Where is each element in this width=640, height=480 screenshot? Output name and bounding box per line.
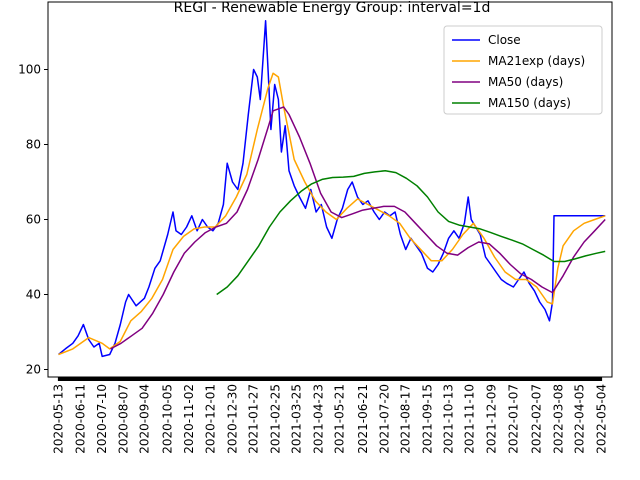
x-tick-label: 2022-02-07 (530, 384, 544, 454)
x-tick-label: 2020-12-01 (204, 384, 218, 454)
x-tick-label: 2021-06-21 (356, 384, 370, 454)
x-tick-label: 2020-05-13 (52, 384, 66, 454)
x-tick-label: 2021-03-25 (290, 384, 304, 454)
legend: Close MA21exp (days) MA50 (days) MA150 (day… (443, 25, 603, 115)
x-tick-label: 2020-08-07 (116, 384, 130, 454)
x-tick-label: 2021-01-27 (247, 384, 261, 454)
axes-layer: 20 40 60 80 100 2020-05-13 2020-06-11 2020-07-1… (18, 63, 608, 454)
x-tick-label: 2021-10-13 (442, 384, 456, 454)
x-tick-label: 2021-04-23 (311, 384, 325, 454)
x-tick-label: 2022-01-07 (506, 384, 520, 454)
x-tick-label: 2021-07-20 (378, 384, 392, 454)
x-tick-label: 2022-05-04 (595, 384, 609, 454)
chart-title: REGI - Renewable Energy Group: interval=… (174, 0, 491, 16)
x-tick-label: 2021-05-21 (332, 384, 346, 454)
plot-frame (47, 1, 613, 378)
legend-label: Close (488, 33, 521, 47)
x-tick-label: 2021-02-25 (268, 384, 282, 454)
x-tick-label: 2020-07-10 (95, 384, 109, 454)
series-line-2 (110, 106, 606, 350)
legend-label: MA50 (days) (488, 75, 563, 89)
x-tick-label: 2020-12-30 (226, 384, 240, 454)
x-tick-label: 2021-08-17 (399, 384, 413, 454)
series-line-3 (216, 169, 606, 296)
legend-box (443, 25, 603, 115)
x-tick-label: 2020-09-04 (137, 384, 151, 454)
x-tick-label: 2021-09-15 (421, 384, 435, 454)
legend-label: MA150 (days) (488, 96, 571, 110)
y-tick-label: 60 (26, 213, 41, 227)
x-tick-label: 2020-06-11 (73, 384, 87, 454)
x-tick-label: 2022-03-08 (552, 384, 566, 454)
x-minor-ticks (57, 377, 603, 381)
y-tick-label: 20 (26, 363, 41, 377)
legend-label: MA21exp (days) (488, 54, 585, 68)
series-line-1 (58, 72, 606, 356)
series-layer (58, 20, 606, 358)
x-tick-label: 2022-04-05 (573, 384, 587, 454)
x-tick-label: 2020-11-02 (182, 384, 196, 454)
y-tick-label: 80 (26, 138, 41, 152)
series-line-0 (58, 20, 606, 358)
x-tick-label: 2021-11-10 (463, 384, 477, 454)
x-minor-tick-band (57, 377, 603, 381)
y-tick-label: 100 (18, 63, 41, 77)
x-tick-label: 2020-10-05 (161, 384, 175, 454)
y-tick-label: 40 (26, 288, 41, 302)
x-tick-label: 2021-12-09 (485, 384, 499, 454)
